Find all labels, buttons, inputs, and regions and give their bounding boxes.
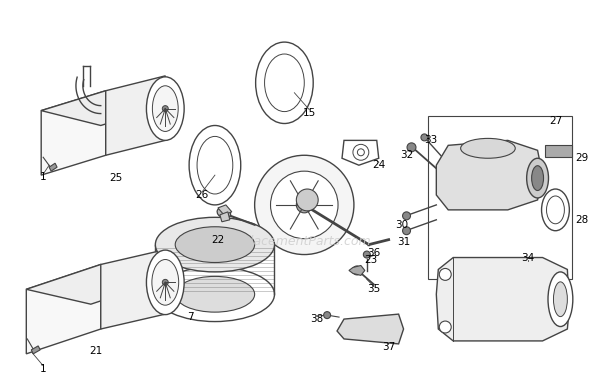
Text: 38: 38 xyxy=(310,314,324,324)
Ellipse shape xyxy=(146,77,184,141)
Text: 30: 30 xyxy=(395,220,408,230)
Ellipse shape xyxy=(162,105,168,112)
Text: 32: 32 xyxy=(400,150,413,160)
Text: 36: 36 xyxy=(367,248,381,258)
Ellipse shape xyxy=(553,282,568,316)
Bar xyxy=(428,116,572,280)
Polygon shape xyxy=(337,314,404,344)
Ellipse shape xyxy=(402,212,411,220)
Ellipse shape xyxy=(421,134,428,141)
Ellipse shape xyxy=(548,272,573,326)
Text: 26: 26 xyxy=(195,190,209,200)
Text: 1: 1 xyxy=(40,364,47,374)
Ellipse shape xyxy=(407,143,416,152)
Text: 15: 15 xyxy=(303,107,316,117)
Ellipse shape xyxy=(155,267,274,321)
Polygon shape xyxy=(31,346,40,354)
Ellipse shape xyxy=(402,227,411,235)
Polygon shape xyxy=(27,264,101,354)
Ellipse shape xyxy=(175,227,255,263)
Ellipse shape xyxy=(324,311,330,318)
Ellipse shape xyxy=(146,250,184,315)
Polygon shape xyxy=(220,212,230,222)
Ellipse shape xyxy=(296,197,312,213)
Text: 34: 34 xyxy=(521,253,535,263)
Polygon shape xyxy=(342,141,379,165)
Ellipse shape xyxy=(152,259,179,305)
Ellipse shape xyxy=(440,321,451,333)
Ellipse shape xyxy=(255,42,313,124)
Polygon shape xyxy=(349,266,365,275)
Polygon shape xyxy=(218,205,232,215)
Text: 28: 28 xyxy=(576,215,589,225)
Text: 31: 31 xyxy=(397,237,410,247)
Text: 29: 29 xyxy=(576,153,589,163)
Ellipse shape xyxy=(197,136,233,194)
Text: eReplacementParts.com: eReplacementParts.com xyxy=(218,235,371,248)
Ellipse shape xyxy=(527,158,549,198)
Polygon shape xyxy=(41,91,165,126)
Text: 21: 21 xyxy=(89,346,103,356)
Ellipse shape xyxy=(217,208,231,218)
Ellipse shape xyxy=(546,196,565,224)
Polygon shape xyxy=(437,141,543,210)
Text: 25: 25 xyxy=(109,173,122,183)
Ellipse shape xyxy=(155,217,274,272)
Ellipse shape xyxy=(440,268,451,280)
Polygon shape xyxy=(41,91,106,175)
Text: 23: 23 xyxy=(364,254,378,264)
Ellipse shape xyxy=(296,189,318,211)
Text: 35: 35 xyxy=(367,284,381,294)
Ellipse shape xyxy=(363,251,371,258)
Ellipse shape xyxy=(255,155,354,254)
Text: 37: 37 xyxy=(382,342,395,352)
Text: 33: 33 xyxy=(424,136,437,146)
Text: 22: 22 xyxy=(211,234,225,244)
Ellipse shape xyxy=(152,86,178,131)
Polygon shape xyxy=(437,258,569,341)
Ellipse shape xyxy=(461,138,515,158)
Ellipse shape xyxy=(162,280,168,285)
Ellipse shape xyxy=(532,166,543,191)
Ellipse shape xyxy=(271,171,338,239)
Ellipse shape xyxy=(353,144,369,160)
Polygon shape xyxy=(101,249,165,329)
Ellipse shape xyxy=(175,276,255,312)
Ellipse shape xyxy=(189,126,241,205)
Ellipse shape xyxy=(352,266,361,275)
Ellipse shape xyxy=(358,149,365,156)
Text: 1: 1 xyxy=(40,172,47,182)
Polygon shape xyxy=(27,264,165,304)
Ellipse shape xyxy=(264,54,304,112)
Polygon shape xyxy=(106,76,165,155)
Ellipse shape xyxy=(542,189,569,231)
Text: 27: 27 xyxy=(549,116,562,126)
Text: 24: 24 xyxy=(372,160,385,170)
Bar xyxy=(545,146,572,157)
Text: 7: 7 xyxy=(187,312,194,322)
Polygon shape xyxy=(49,163,57,171)
